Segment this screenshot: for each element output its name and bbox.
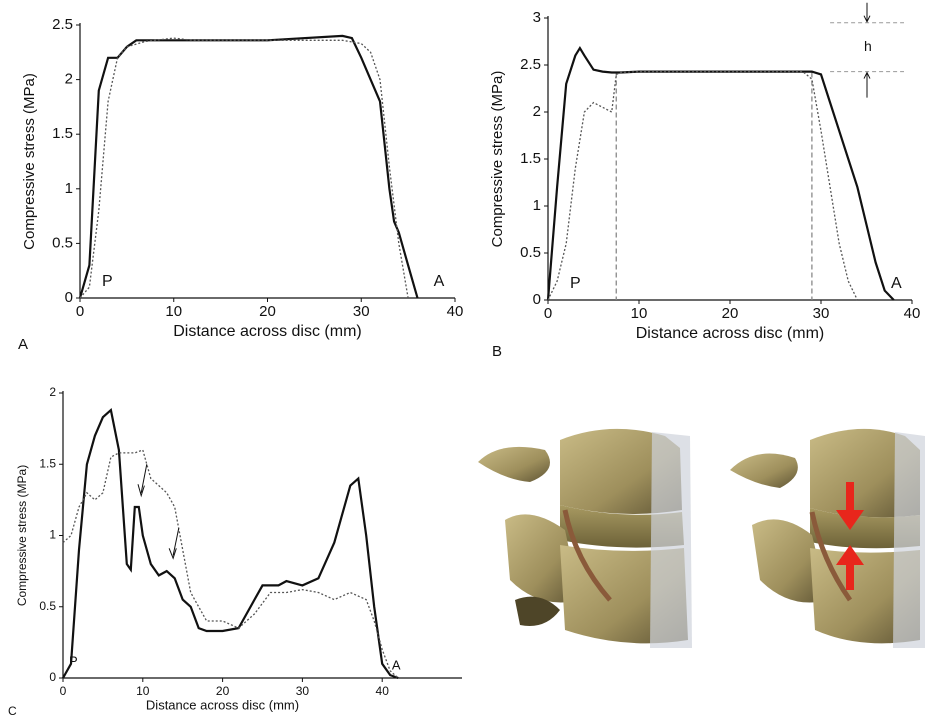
annotation: P [69,653,78,668]
x-tick-label: 30 [353,303,370,320]
annotation: A [891,275,902,292]
h-arrow [863,2,871,98]
x-tick-label: 0 [60,684,67,698]
annotation: P [102,273,113,290]
x-axis-label: Distance across disc (mm) [173,323,361,340]
y-axis-label: Compressive stress (MPa) [489,71,506,248]
y-tick-label: 2.5 [520,56,541,73]
x-axis-label: Distance across disc (mm) [146,697,299,712]
x-tick-label: 30 [296,684,310,698]
series-line [62,408,399,680]
x-tick-label: 20 [259,303,276,320]
pointer-arrow [137,464,148,498]
x-tick-label: 40 [376,684,390,698]
x-tick-label: 20 [216,684,230,698]
annotation: A [434,273,445,290]
y-tick-label: 1.5 [39,456,56,470]
spine-illustration [478,428,925,648]
y-tick-label: 0.5 [520,244,541,261]
x-axis-label: Distance across disc (mm) [636,325,824,342]
x-tick-label: 10 [136,684,150,698]
series-line [78,34,419,299]
h-label: h [864,38,872,54]
y-tick-label: 0.5 [52,234,73,251]
series-line [546,45,895,301]
annotation: P [570,275,581,292]
y-tick-label: 1 [65,180,73,197]
y-tick-label: 2 [49,385,56,399]
x-tick-label: 20 [722,305,739,322]
y-tick-label: 1.5 [520,150,541,167]
x-tick-label: 10 [165,303,182,320]
series-line [62,449,399,679]
y-tick-label: 0 [65,289,73,306]
y-tick-label: 0 [49,670,56,684]
x-tick-label: 40 [447,303,464,320]
y-tick-label: 1.5 [52,125,73,142]
vertebrae-left [478,428,692,648]
y-tick-label: 2 [65,71,73,88]
y-tick-label: 2 [533,103,541,120]
y-tick-label: 1 [533,197,541,214]
x-tick-label: 0 [76,303,84,320]
y-tick-label: 2.5 [52,16,73,33]
panel-label: A [18,336,28,353]
series-line [79,37,409,299]
x-tick-label: 30 [813,305,830,322]
y-tick-label: 0 [533,291,541,308]
y-tick-label: 1 [49,528,56,542]
series-line [547,70,858,301]
y-axis-label: Compressive stress (MPa) [21,73,38,250]
panel-label: B [492,343,502,360]
y-tick-label: 0.5 [39,599,56,613]
x-tick-label: 0 [544,305,552,322]
x-tick-label: 40 [904,305,921,322]
pointer-arrow [168,528,180,560]
annotation: A [392,657,401,672]
x-tick-label: 10 [631,305,648,322]
vertebrae-right [730,428,925,648]
y-axis-label: Compressive stress (MPa) [15,465,29,606]
panel-label: C [8,704,17,718]
y-tick-label: 3 [533,9,541,26]
